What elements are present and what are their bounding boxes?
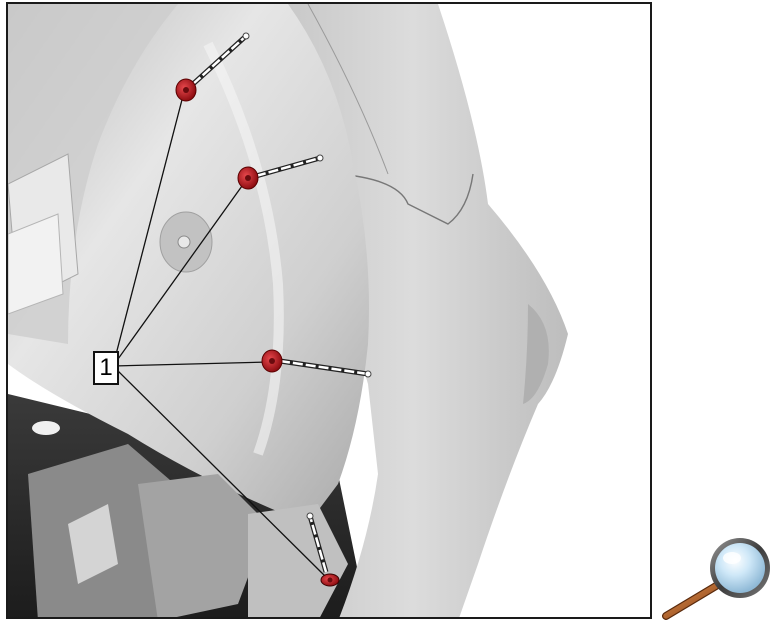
liner-rib-lower bbox=[8, 213, 64, 315]
lower-bracket-right bbox=[248, 504, 348, 617]
leader-line-3 bbox=[112, 361, 271, 367]
underbody-hole bbox=[32, 421, 60, 435]
fascia-lip bbox=[523, 304, 549, 404]
fascia-crease bbox=[307, 4, 389, 175]
push-pin-fastener-3 bbox=[261, 349, 372, 378]
leader-line-1 bbox=[112, 91, 185, 367]
callout-leader-lines bbox=[112, 91, 329, 580]
service-diagram-figure: 1 bbox=[6, 2, 652, 619]
fascia-seam bbox=[337, 173, 474, 225]
magnifier-icon bbox=[662, 538, 770, 620]
lower-bracket-mid bbox=[138, 474, 268, 617]
zoom-button[interactable] bbox=[660, 532, 772, 620]
liner-highlight bbox=[203, 41, 284, 456]
push-pin-fastener-2 bbox=[237, 154, 324, 190]
bumper-illustration bbox=[8, 4, 568, 617]
callout-label-1: 1 bbox=[93, 351, 119, 385]
leader-line-4 bbox=[112, 365, 329, 580]
bracket-tab bbox=[68, 504, 118, 584]
liner-boss-stud bbox=[177, 235, 191, 249]
push-pin-fastener-4 bbox=[306, 512, 340, 587]
push-pin-fastener-1 bbox=[175, 32, 250, 102]
leader-line-2 bbox=[112, 178, 248, 367]
